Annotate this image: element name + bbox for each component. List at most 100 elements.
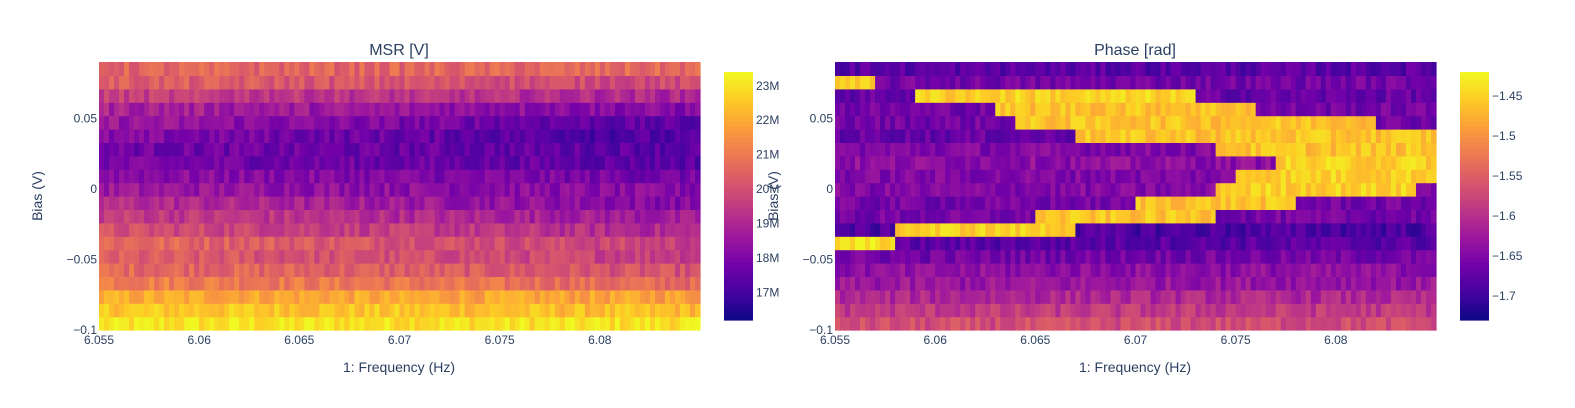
heatmap-cell [294, 169, 300, 184]
heatmap-cell [344, 236, 351, 251]
heatmap-cell [1315, 129, 1322, 143]
heatmap-cell [524, 249, 531, 264]
heatmap-cell [1380, 196, 1387, 210]
heatmap-cell [159, 88, 165, 103]
heatmap-cell [114, 102, 120, 117]
heatmap-cell [649, 236, 656, 251]
heatmap-cell [584, 129, 591, 143]
heatmap-cell [1000, 249, 1006, 264]
heatmap-cell [1190, 129, 1197, 143]
heatmap-cell [654, 155, 661, 170]
heatmap-cell [1250, 249, 1257, 264]
heatmap-cell [1310, 263, 1317, 277]
heatmap-cell [439, 222, 446, 237]
heatmap-cell [144, 222, 150, 237]
heatmap-cell [1055, 196, 1061, 210]
heatmap-cell [1265, 249, 1272, 264]
heatmap-cell [659, 196, 666, 210]
heatmap-cell [1330, 303, 1337, 318]
heatmap-cell [1285, 289, 1292, 304]
heatmap-cell [559, 75, 566, 90]
heatmap-cell [404, 263, 411, 277]
heatmap-cell [539, 155, 546, 170]
heatmap-cell [499, 182, 506, 197]
heatmap-cell [594, 142, 601, 157]
heatmap-cell [269, 196, 275, 210]
heatmap-cell [494, 129, 501, 143]
heatmap-cell [509, 196, 516, 210]
heatmap-cell [1150, 169, 1157, 184]
heatmap-cell [234, 289, 240, 304]
heatmap-cell [845, 62, 851, 76]
heatmap-cell [1075, 303, 1082, 318]
heatmap-cell [1365, 182, 1372, 197]
heatmap-cell [174, 155, 180, 170]
heatmap-cell [925, 303, 931, 318]
heatmap-cell [679, 102, 686, 117]
heatmap-cell [930, 303, 936, 318]
heatmap-cell [1390, 249, 1397, 264]
heatmap-cell [194, 249, 200, 264]
heatmap-cell [1240, 102, 1247, 117]
heatmap-cell [1050, 289, 1056, 304]
heatmap-cell [649, 169, 656, 184]
heatmap-cell [384, 249, 391, 264]
heatmap-cell [404, 75, 411, 90]
heatmap-cell [1070, 303, 1076, 318]
heatmap-cell [1360, 115, 1367, 130]
heatmap-cell [1120, 316, 1127, 331]
heatmap-cell [1245, 196, 1252, 210]
heatmap-cell [1255, 249, 1262, 264]
heatmap-cell [1330, 102, 1337, 117]
heatmap-cell [1045, 182, 1051, 197]
heatmap-cell [434, 209, 441, 224]
heatmap-cell [1425, 75, 1432, 90]
heatmap-cell [274, 129, 280, 143]
heatmap-cell [219, 62, 225, 76]
heatmap-cell [865, 155, 871, 170]
heatmap-cell [1225, 115, 1232, 130]
heatmap-cell [860, 209, 866, 224]
heatmap-cell [980, 196, 986, 210]
heatmap-cell [945, 276, 951, 291]
heatmap-cell [955, 249, 961, 264]
heatmap-cell [995, 115, 1001, 130]
heatmap-cell [1030, 75, 1036, 90]
heatmap-cell [1110, 169, 1117, 184]
heatmap-cell [1430, 249, 1437, 264]
heatmap-cell [409, 303, 416, 318]
heatmap-cell [1375, 263, 1382, 277]
heatmap-cell [374, 263, 381, 277]
heatmap-cell [925, 236, 931, 251]
heatmap-cell [1170, 142, 1177, 157]
heatmap-cell [1005, 276, 1011, 291]
heatmap-cell [860, 88, 866, 103]
heatmap-cell [1165, 129, 1172, 143]
heatmap-cell [1320, 142, 1327, 157]
heatmap-cell [935, 263, 941, 277]
heatmap-cell [374, 209, 381, 224]
heatmap-cell [214, 88, 220, 103]
heatmap-cell [965, 155, 971, 170]
heatmap-cell [329, 182, 335, 197]
heatmap-cell [109, 263, 115, 277]
heatmap-cell [294, 182, 300, 197]
heatmap-cell [684, 236, 691, 251]
heatmap-cell [1050, 169, 1056, 184]
heatmap-cell [1155, 289, 1162, 304]
heatmap-cell [985, 88, 991, 103]
heatmap-cell [179, 196, 185, 210]
heatmap-cell [679, 75, 686, 90]
heatmap-cell [434, 182, 441, 197]
heatmap-cell [1255, 102, 1262, 117]
heatmap-cell [359, 169, 366, 184]
heatmap-cell [1105, 236, 1112, 251]
heatmap-cell [259, 236, 265, 251]
heatmap-cell [634, 236, 641, 251]
heatmap-cell [364, 155, 371, 170]
heatmap-cell [950, 303, 956, 318]
heatmap-cell [369, 182, 376, 197]
heatmap-cell [1200, 209, 1207, 224]
heatmap-cell [604, 115, 611, 130]
heatmap-cell [219, 142, 225, 157]
